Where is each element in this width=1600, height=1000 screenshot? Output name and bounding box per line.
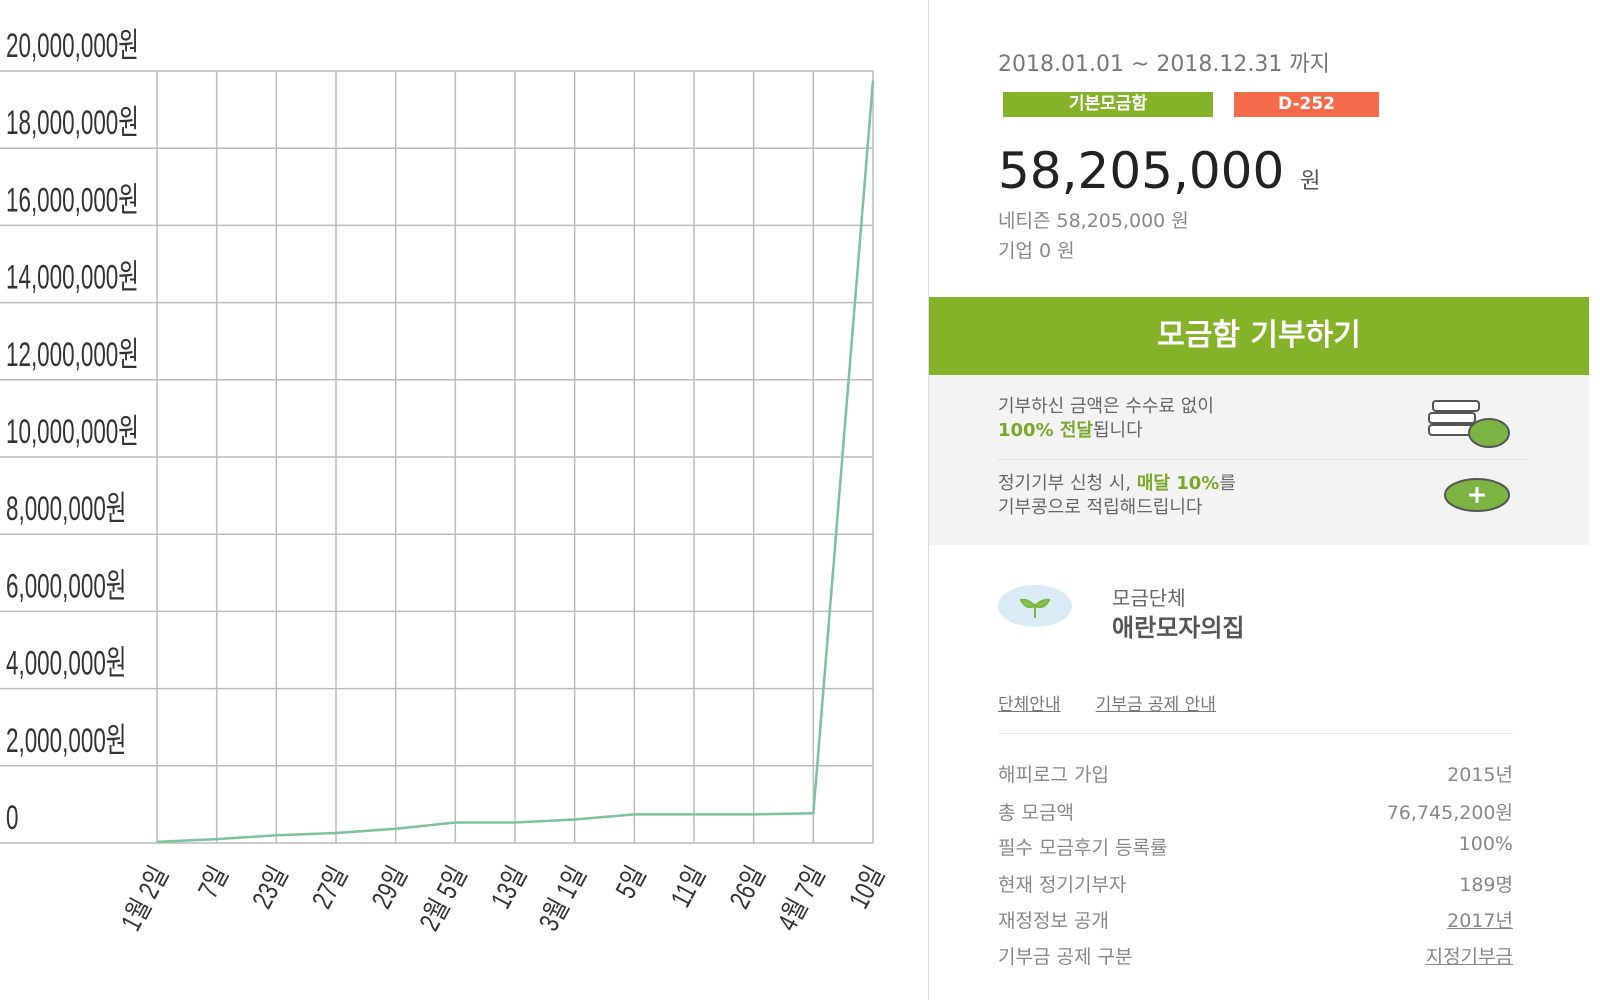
info-row: 재정정보 공개 2017년 xyxy=(998,906,1513,933)
info-value: 100% xyxy=(1458,833,1513,855)
side-panel: 2018.01.01 ~ 2018.12.31 까지 기본모금함 D-252 5… xyxy=(928,0,1589,1000)
badge: D-252 xyxy=(1234,92,1379,117)
y-tick-label: 8,000,000원 xyxy=(6,491,126,529)
y-tick-label: 12,000,000원 xyxy=(6,336,139,374)
amount-unit: 원 xyxy=(1300,169,1321,194)
x-tick-label: 29일 xyxy=(367,862,414,914)
y-tick-label: 0 xyxy=(6,799,18,837)
info-value[interactable]: 지정기부금 xyxy=(1425,946,1513,968)
bean-icon xyxy=(1444,478,1510,512)
netizen-amount: 네티즌 58,205,000 원 xyxy=(998,210,1189,232)
x-tick-label: 2월 5일 xyxy=(415,862,474,936)
info-label: 필수 모금후기 등록률 xyxy=(998,837,1168,859)
notice-text: 정기기부 신청 시, 매달 10%를 xyxy=(998,472,1236,496)
coins-icon xyxy=(1428,400,1510,448)
chart: 0 2,000,000원 4,000,000원 6,000,000원 8,000,000… xyxy=(0,27,891,936)
badge: 기본모금함 xyxy=(1003,92,1213,117)
x-tick-label: 1월 2일 xyxy=(116,862,175,936)
notice-text: 를 xyxy=(1219,473,1236,494)
org-icon xyxy=(998,585,1072,627)
amount-value: 58,205,000 xyxy=(998,142,1285,200)
notice-text: 정기기부 신청 시, xyxy=(998,473,1132,494)
link[interactable]: 기부금 공제 안내 xyxy=(1095,695,1216,715)
x-tick-label: 10일 xyxy=(844,862,891,914)
info-label: 총 모금액 xyxy=(998,802,1074,824)
y-tick-label: 18,000,000원 xyxy=(6,105,139,143)
notice-area: 기부하신 금액은 수수료 없이 100% 전달됩니다 정기기부 신청 시, 매달… xyxy=(929,375,1589,545)
notice-text: 됩니다 xyxy=(1093,420,1143,441)
notice-text: 기부하신 금액은 수수료 없이 xyxy=(998,396,1214,417)
info-row: 현재 정기기부자 189명 xyxy=(998,870,1513,897)
line xyxy=(156,80,875,844)
y-tick-label: 2,000,000원 xyxy=(6,722,126,760)
highlight: 매달 10% xyxy=(1136,473,1220,494)
x-tick-label: 5일 xyxy=(611,862,653,904)
info-row: 해피로그 가입 2015년 xyxy=(998,760,1513,787)
y-tick-label: 16,000,000원 xyxy=(6,182,139,220)
info-label: 기부금 공제 구분 xyxy=(998,946,1133,968)
info-row: 기부금 공제 구분 지정기부금 xyxy=(998,942,1513,969)
info-row: 총 모금액 76,745,200원 xyxy=(998,798,1513,825)
link[interactable]: 단체안내 xyxy=(998,695,1061,715)
org-name: 애란모자의집 xyxy=(1112,614,1245,642)
y-tick-label: 14,000,000원 xyxy=(6,259,139,297)
amount: 58,205,000 원 xyxy=(998,142,1320,200)
x-tick-label: 23일 xyxy=(247,862,294,914)
donate-button[interactable]: 모금함 기부하기 xyxy=(929,297,1589,375)
y-tick-label: 20,000,000원 xyxy=(6,27,139,65)
company-amount: 기업 0 원 xyxy=(998,240,1075,262)
x-tick-label: 11일 xyxy=(666,862,712,913)
y-tick-label: 10,000,000원 xyxy=(6,413,139,451)
links: 단체안내 기부금 공제 안내 xyxy=(998,690,1246,715)
x-tick-label: 27일 xyxy=(307,862,354,914)
notice-text: 100% 전달됩니다 xyxy=(998,419,1214,443)
info-row: 필수 모금후기 등록률 100% xyxy=(998,833,1513,860)
divider xyxy=(998,459,1528,460)
info-value[interactable]: 2017년 xyxy=(1447,910,1513,932)
divider xyxy=(998,733,1513,734)
x-tick-label: 4월 7일 xyxy=(773,862,832,936)
org-label: 모금단체 xyxy=(1112,586,1186,610)
info-label: 현재 정기기부자 xyxy=(998,874,1127,896)
notice-text: 기부콩으로 적립해드립니다 xyxy=(998,497,1203,518)
info-value: 189명 xyxy=(1459,874,1513,896)
notice: 기부하신 금액은 수수료 없이 100% 전달됩니다 xyxy=(998,395,1214,443)
info-label: 해피로그 가입 xyxy=(998,764,1109,786)
highlight: 100% 전달 xyxy=(998,420,1093,441)
y-tick-label: 4,000,000원 xyxy=(6,645,126,683)
x-tick-label: 3월 1일 xyxy=(534,862,593,936)
x-tick-label: 13일 xyxy=(486,862,533,914)
x-tick-label: 7일 xyxy=(193,862,235,904)
info-label: 재정정보 공개 xyxy=(998,910,1109,932)
y-tick-label: 6,000,000원 xyxy=(6,568,126,606)
info-value: 76,745,200원 xyxy=(1386,802,1513,824)
info-value: 2015년 xyxy=(1447,764,1513,786)
x-tick-label: 26일 xyxy=(725,862,772,914)
period: 2018.01.01 ~ 2018.12.31 까지 xyxy=(998,52,1330,77)
notice: 정기기부 신청 시, 매달 10%를 기부콩으로 적립해드립니다 xyxy=(998,472,1236,520)
